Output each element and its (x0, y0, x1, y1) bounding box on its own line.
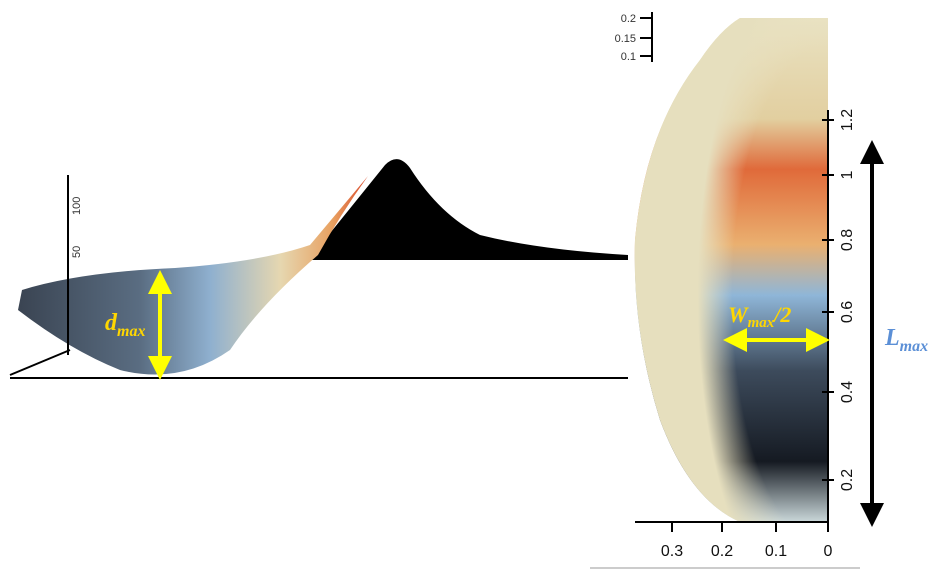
z-tick-label: 100 (71, 197, 83, 215)
length-label: Lmax (884, 325, 928, 355)
crater-rim (635, 18, 828, 522)
length-tick-label: 0.2 (839, 469, 856, 491)
length-tick-label: 0.6 (839, 301, 856, 323)
figure: 50 100 dmax 1.2 1 0.8 0.6 0.4 0.2 0.3 0.2 0.1 0 0.… (0, 0, 942, 572)
top-view: 1.2 1 0.8 0.6 0.4 0.2 0.3 0.2 0.1 0 0.2 0.15 0.1 Wma… (590, 12, 928, 568)
inset-tick-label: 0.2 (621, 13, 636, 25)
inset-tick-label: 0.1 (621, 51, 636, 63)
inset-tick-label: 0.15 (615, 33, 636, 45)
subscript: max (748, 315, 775, 331)
length-tick-label: 1.2 (839, 109, 856, 131)
subscript: max (900, 338, 928, 355)
width-tick-label: 0 (824, 543, 833, 560)
length-tick-label: 0.8 (839, 229, 856, 251)
axis-stub (10, 350, 70, 375)
width-tick-label: 0.1 (765, 543, 787, 560)
length-tick-label: 0.4 (839, 381, 856, 403)
width-tick-label: 0.2 (711, 543, 733, 560)
width-tick-label: 0.3 (661, 543, 683, 560)
symbol: W (728, 302, 749, 327)
subscript: max (117, 323, 145, 340)
length-tick-label: 1 (839, 170, 856, 179)
peak (310, 159, 628, 260)
z-tick-label: 50 (71, 246, 83, 258)
symbol: L (884, 325, 900, 351)
suffix: /2 (772, 302, 791, 327)
profile-view: 50 100 dmax (10, 159, 628, 378)
